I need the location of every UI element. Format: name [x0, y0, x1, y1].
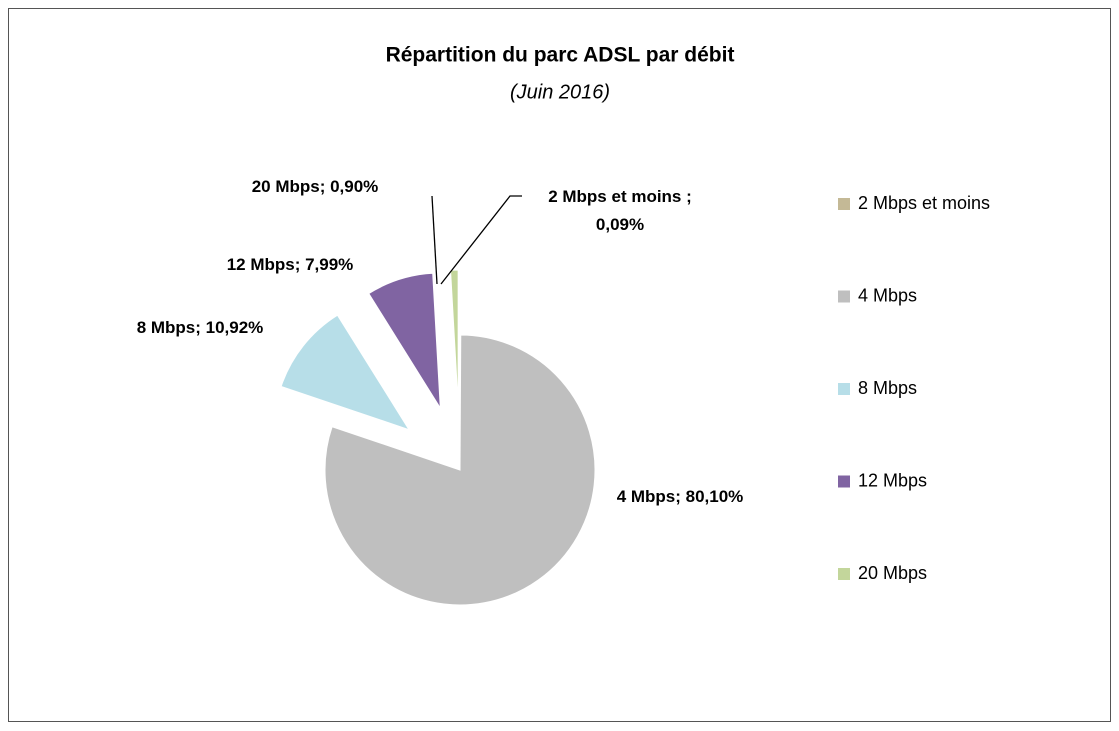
chart-border: [8, 8, 1111, 722]
legend-swatch: [838, 198, 850, 210]
legend-label: 12 Mbps: [858, 470, 927, 490]
legend-swatch: [838, 475, 850, 488]
legend-label: 20 Mbps: [858, 563, 927, 583]
leader-line: [440, 195, 522, 285]
pie-slice: [280, 314, 411, 431]
data-label: 20 Mbps; 0,90%: [251, 177, 379, 196]
data-label: 8 Mbps; 10,92%: [136, 318, 264, 337]
pie-slice: [368, 272, 441, 409]
data-label: 12 Mbps; 7,99%: [226, 255, 354, 274]
pie-slice: [450, 269, 459, 406]
legend-swatch: [838, 568, 850, 580]
chart-subtitle: (Juin 2016): [510, 81, 610, 103]
legend-label: 2 Mbps et moins: [858, 193, 990, 213]
legend-label: 4 Mbps: [858, 285, 917, 305]
pie-slice: [324, 334, 596, 606]
legend-label: 8 Mbps: [858, 378, 917, 398]
chart-title: Répartition du parc ADSL par débit: [386, 44, 735, 67]
legend-swatch: [838, 383, 850, 395]
data-label: 2 Mbps et moins ; 0,09%: [548, 187, 692, 234]
data-label: 4 Mbps; 80,10%: [616, 487, 744, 506]
leader-line: [431, 195, 438, 285]
legend-swatch: [838, 290, 850, 303]
